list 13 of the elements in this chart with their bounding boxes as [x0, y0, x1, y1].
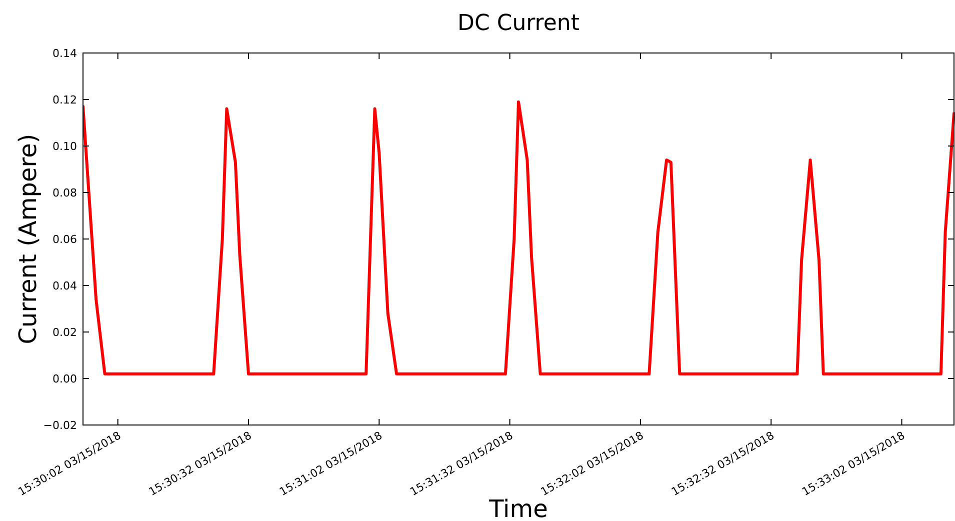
y-tick-label: 0.04: [52, 279, 77, 292]
x-axis-title: Time: [488, 495, 548, 521]
line-series: [83, 100, 955, 376]
y-tick-label: 0.00: [52, 372, 77, 386]
y-tick-label: −0.02: [43, 418, 77, 432]
y-tick-label: 0.12: [52, 93, 77, 106]
y-tick-label: 0.06: [52, 232, 77, 246]
chart-title: DC Current: [458, 11, 580, 36]
y-axis-title: Current (Ampere): [14, 134, 42, 344]
y-tick-label: 0.14: [52, 46, 77, 60]
y-tick-label: 0.02: [52, 326, 77, 339]
y-tick-label: 0.10: [52, 140, 77, 153]
y-tick-label: 0.08: [52, 186, 77, 200]
